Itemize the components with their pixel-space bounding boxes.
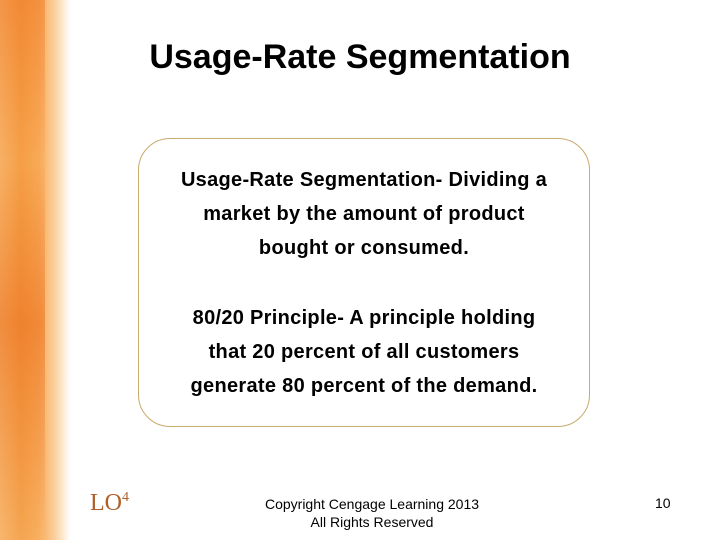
copyright-line: Copyright Cengage Learning 2013 <box>264 496 480 512</box>
copyright: Copyright Cengage Learning 2013 All Righ… <box>262 495 482 531</box>
lo-label: LO <box>90 490 122 516</box>
text-line: that 20 percent of all customers <box>208 341 520 363</box>
paragraph: 80/20 Principle- A principle holding tha… <box>138 301 590 403</box>
title: Usage-Rate Segmentation <box>149 38 571 76</box>
lo-number: 4 <box>122 490 129 505</box>
paragraph: Usage-Rate Segmentation- Dividing a mark… <box>138 163 590 265</box>
page-number: 10 <box>655 495 671 511</box>
text-line: bought or consumed. <box>258 237 470 259</box>
text-line: Usage-Rate Segmentation- Dividing a <box>180 169 548 191</box>
decoration-stripe <box>0 0 45 540</box>
text-line: market by the amount of product <box>203 203 525 225</box>
text-line: generate 80 percent of the demand. <box>190 375 538 397</box>
text-line: 80/20 Principle- A principle holding <box>192 307 536 329</box>
definition-box <box>138 138 590 427</box>
copyright-line: All Rights Reserved <box>310 514 434 530</box>
learning-objective: LO4 <box>90 490 129 517</box>
